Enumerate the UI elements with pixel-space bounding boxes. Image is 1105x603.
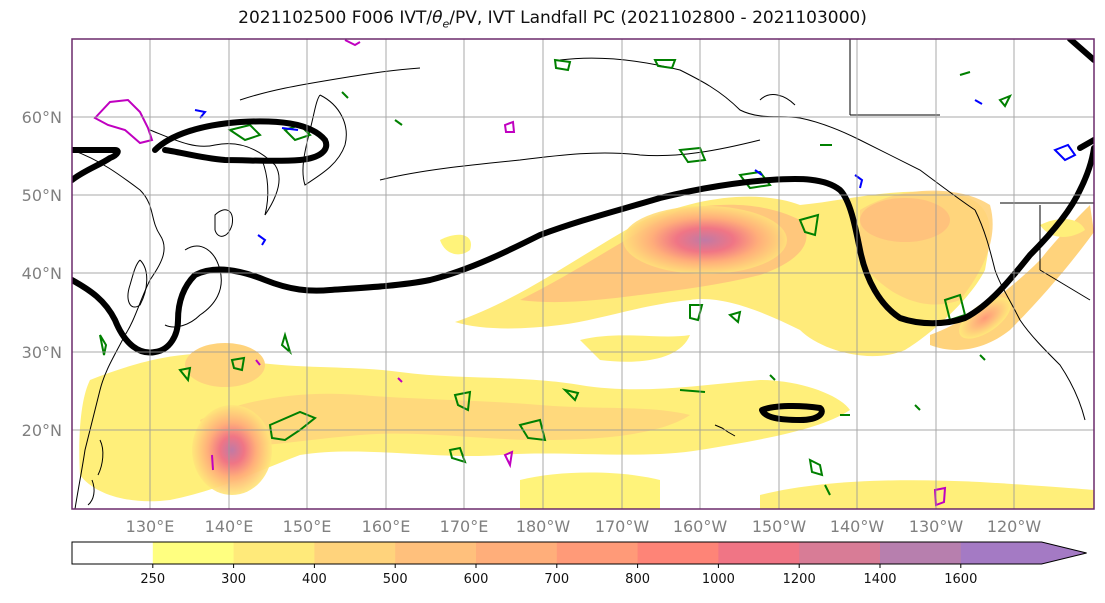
lon-label-140e: 140°E — [205, 517, 254, 536]
map-plot-area — [72, 39, 1094, 509]
colorbar-segment-below — [72, 542, 153, 564]
colorbar-segment — [314, 542, 396, 564]
colorbar-outline — [71, 541, 1087, 565]
colorbar-segment — [395, 542, 477, 564]
ivt-shading — [79, 190, 1094, 509]
lon-label-170e: 170°E — [440, 517, 489, 536]
colorbar-tick-label: 600 — [464, 572, 489, 587]
theta-e-contours — [99, 58, 1013, 496]
colorbar-tick-label: 1400 — [863, 572, 896, 587]
lon-label-150w: 150°W — [752, 517, 807, 536]
colorbar-tick-label: 500 — [383, 572, 408, 587]
colorbar-extend-arrow — [1041, 542, 1087, 564]
colorbar-segment — [960, 542, 1043, 564]
colorbar-tick-label: 800 — [625, 572, 650, 587]
colorbar-tick-label: 250 — [140, 572, 165, 587]
map-title: 2021102500 F006 IVT/θe/PV, IVT Landfall … — [238, 8, 867, 31]
lon-label-160e: 160°E — [362, 517, 411, 536]
lon-label-170w: 170°W — [595, 517, 650, 536]
colorbar-segment — [799, 542, 881, 564]
lon-label-130e: 130°E — [126, 517, 175, 536]
colorbar-tick-label: 1600 — [944, 572, 977, 587]
lat-label-20n: 20°N — [22, 421, 62, 440]
colorbar-segment — [152, 542, 235, 564]
lon-label-150e: 150°E — [283, 517, 332, 536]
pv-low-contours — [194, 99, 1077, 246]
colorbar-tick-label: 300 — [221, 572, 246, 587]
colorbar-tick-label: 700 — [544, 572, 569, 587]
colorbar-segment — [233, 542, 315, 564]
colorbar-tick-label: 400 — [302, 572, 327, 587]
colorbar-tick-label: 1000 — [702, 572, 735, 587]
lat-label-60n: 60°N — [22, 108, 62, 127]
latitude-labels: 60°N 50°N 40°N 30°N 20°N — [22, 108, 62, 440]
ivt-colorbar: 250 300 400 500 600 700 800 1000 1200 1400 1600 — [71, 541, 1087, 587]
colorbar-segment — [556, 542, 639, 564]
lat-label-50n: 50°N — [22, 186, 62, 205]
lon-label-160w: 160°W — [673, 517, 728, 536]
longitude-labels: 130°E 140°E 150°E 160°E 170°E 180°W 170°… — [126, 517, 1042, 536]
landfall-pc-contour — [72, 39, 1094, 423]
lon-label-130w: 130°W — [909, 517, 964, 536]
lat-label-30n: 30°N — [22, 343, 62, 362]
colorbar-segment — [476, 542, 558, 564]
lon-label-180w: 180°W — [516, 517, 571, 536]
lat-label-40n: 40°N — [22, 264, 62, 283]
colorbar-segment — [880, 542, 962, 564]
map-frame — [71, 38, 1095, 510]
lon-label-140w: 140°W — [830, 517, 885, 536]
graticule — [72, 39, 1094, 509]
colorbar-tick-label: 1200 — [783, 572, 816, 587]
lon-label-120w: 120°W — [987, 517, 1042, 536]
colorbar-segment — [637, 542, 719, 564]
colorbar-segment — [718, 542, 800, 564]
